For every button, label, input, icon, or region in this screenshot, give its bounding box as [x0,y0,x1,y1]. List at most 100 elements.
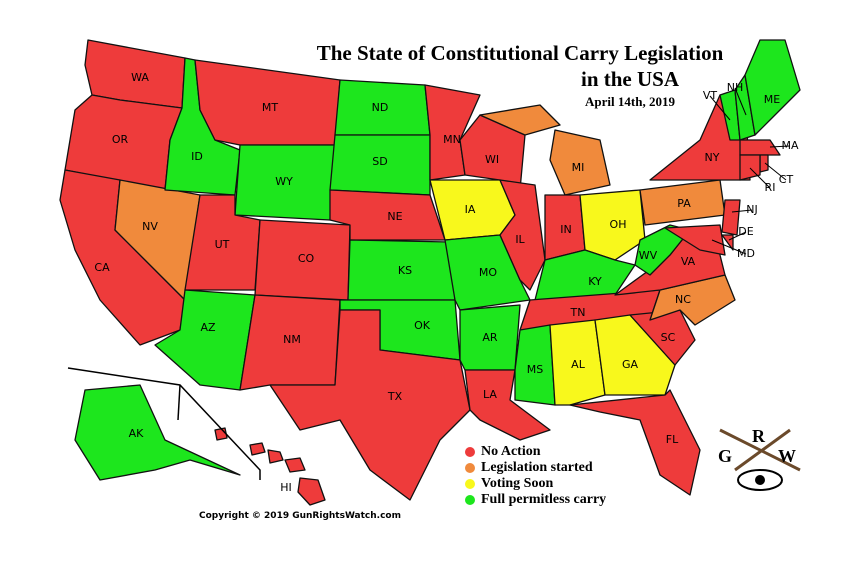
state-label: KS [398,264,412,277]
state [739,139,781,156]
state [479,104,561,136]
state-label: VA [681,255,696,268]
state-label: WV [639,249,658,262]
state [297,477,326,506]
state-label: MS [527,363,543,376]
state-label: NH [727,81,744,94]
state-label: DE [738,225,753,238]
state [664,224,726,256]
leader-line [764,162,787,181]
state [549,319,606,406]
state-label: WY [275,175,293,188]
state-label: SD [372,155,387,168]
logo: G R W [718,426,801,491]
state [744,39,801,136]
state-label: NM [283,333,301,346]
state [464,369,551,441]
state-label: MN [443,133,461,146]
state-label: IA [465,203,476,216]
state-label: NE [387,210,402,223]
state-label: NJ [746,203,757,216]
state-label: MT [262,101,278,114]
state-label: VT [703,89,718,102]
state-label: OH [610,218,627,231]
state-label: MO [479,266,497,279]
state [579,189,646,261]
state-label: TN [570,306,586,319]
state-label: CT [779,173,794,186]
legend-label: Full permitless carry [481,492,606,507]
state-label: OK [414,319,431,332]
state-label: UT [215,238,230,251]
state [249,442,266,456]
title: The State of Constitutional Carry Legisl… [317,41,724,65]
legend-swatch [465,447,475,457]
state-label: IN [560,223,571,236]
leader-line [731,209,753,213]
state-label: RI [765,181,776,194]
state [594,314,676,396]
state-label: OR [112,133,129,146]
legend-swatch [465,463,475,473]
state-label: CA [94,261,110,274]
state-label: ME [764,93,780,106]
state [634,224,691,276]
state-label: WA [131,71,149,84]
inset-border [67,367,261,480]
logo-letter: R [752,426,766,446]
state-label: GA [622,358,639,371]
state [721,199,741,236]
state-label: AK [129,427,145,440]
leader-line [728,231,747,241]
state-label: AL [571,358,586,371]
legend-swatch [465,495,475,505]
logo-rifles [719,428,801,472]
logo-pupil [755,475,765,485]
leader-line [769,145,791,148]
state [499,179,546,291]
state [759,154,769,173]
date: April 14th, 2019 [585,94,675,109]
state-label: AZ [200,321,216,334]
inset-border [177,384,181,421]
logo-letter: W [778,446,796,466]
states: WA OR CA NV ID MT WY UT CO AZ NM ND SD NE KS OK TX MN IA MO… [59,39,801,506]
state [549,129,611,196]
state-label: WI [485,153,499,166]
leader-line [709,95,731,121]
state-label: HI [280,481,292,494]
state [721,234,734,251]
state [74,384,241,481]
leader-line [734,87,747,116]
state [284,457,306,473]
state-label: ID [191,150,203,163]
state-label: NV [142,220,158,233]
state-label: MD [737,247,755,260]
state-label: AR [482,331,498,344]
state [514,324,556,406]
logo-eye [737,469,783,491]
state-label: NY [705,151,720,164]
logo-letter: G [718,446,732,466]
state [269,309,471,501]
state [267,449,284,464]
legend-label: Legislation started [481,460,593,475]
state-label: ND [372,101,389,114]
state-label: NC [675,293,691,306]
copyright: Copyright © 2019 GunRightsWatch.com [199,511,401,521]
state-label: KY [588,275,602,288]
state [739,154,761,181]
title: in the USA [581,67,680,91]
legend-swatch [465,479,475,489]
legend-label: Voting Soon [481,476,553,491]
state-label: MI [572,161,585,174]
state-label: CO [298,252,315,265]
state-label: TX [387,390,403,403]
state-label: LA [483,388,497,401]
leader-line [749,167,771,189]
state-label: MA [781,139,798,152]
state [569,389,701,496]
state-label: FL [666,433,679,446]
